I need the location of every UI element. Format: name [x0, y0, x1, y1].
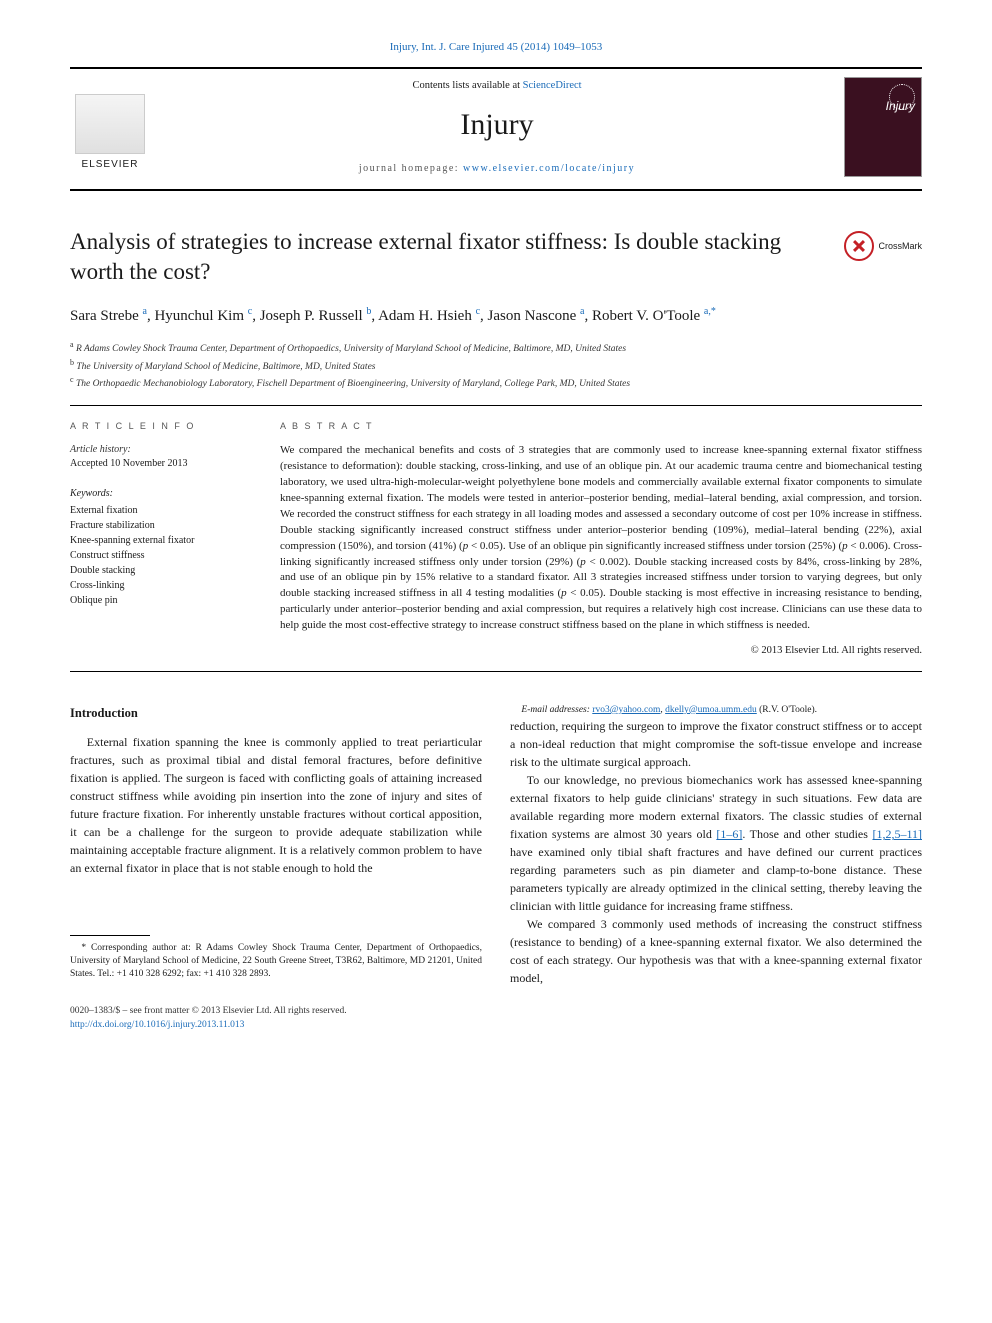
header-citation: Injury, Int. J. Care Injured 45 (2014) 1…	[70, 40, 922, 55]
keywords-list: External fixationFracture stabilizationK…	[70, 503, 250, 608]
page-footer: 0020–1383/$ – see front matter © 2013 El…	[70, 1005, 922, 1032]
email-suffix: (R.V. O'Toole).	[757, 705, 817, 715]
journal-banner: ELSEVIER Contents lists available at Sci…	[70, 67, 922, 191]
body-columns: Introduction External fixation spanning …	[70, 704, 922, 987]
corr-text: Corresponding author at: R Adams Cowley …	[70, 943, 482, 980]
abstract-copyright: © 2013 Elsevier Ltd. All rights reserved…	[280, 644, 922, 659]
body-paragraph: To our knowledge, no previous biomechani…	[510, 771, 922, 915]
publisher-logo: ELSEVIER	[70, 82, 150, 172]
body-text: . Those and other studies	[742, 827, 872, 841]
reference-link[interactable]: [1,2,5–11]	[872, 827, 922, 841]
contents-prefix: Contents lists available at	[412, 80, 522, 91]
sciencedirect-link[interactable]: ScienceDirect	[523, 80, 582, 91]
email-link[interactable]: rvo3@yahoo.com	[592, 705, 660, 715]
reference-link[interactable]: [1–6]	[716, 827, 742, 841]
keywords-label: Keywords:	[70, 487, 250, 501]
crossmark-label: CrossMark	[878, 240, 922, 253]
email-link[interactable]: dkelly@umoa.umm.edu	[665, 705, 757, 715]
divider	[70, 671, 922, 672]
section-heading-introduction: Introduction	[70, 704, 482, 723]
issn-line: 0020–1383/$ – see front matter © 2013 El…	[70, 1005, 922, 1018]
crossmark-icon	[844, 231, 874, 261]
body-paragraph: External fixation spanning the knee is c…	[70, 733, 482, 877]
homepage-prefix: journal homepage:	[359, 163, 463, 174]
affiliations: a R Adams Cowley Shock Trauma Center, De…	[70, 339, 922, 391]
corr-marker: *	[81, 943, 86, 953]
article-info-label: A R T I C L E I N F O	[70, 420, 250, 433]
journal-cover-thumbnail	[844, 77, 922, 177]
doi-link[interactable]: http://dx.doi.org/10.1016/j.injury.2013.…	[70, 1020, 244, 1030]
abstract-text: We compared the mechanical benefits and …	[280, 443, 922, 634]
body-text: have examined only tibial shaft fracture…	[510, 845, 922, 913]
email-label: E-mail addresses:	[521, 705, 590, 715]
corresponding-email: E-mail addresses: rvo3@yahoo.com, dkelly…	[510, 704, 922, 717]
homepage-link[interactable]: www.elsevier.com/locate/injury	[463, 163, 635, 174]
article-title: Analysis of strategies to increase exter…	[70, 227, 922, 287]
abstract-block: A B S T R A C T We compared the mechanic…	[280, 406, 922, 659]
elsevier-tree-icon	[75, 94, 145, 154]
crossmark-badge[interactable]: CrossMark	[844, 231, 922, 261]
publisher-name: ELSEVIER	[82, 158, 139, 172]
history-label: Article history:	[70, 443, 250, 457]
journal-name: Injury	[162, 104, 832, 146]
footnote-rule	[70, 935, 150, 936]
accepted-date: Accepted 10 November 2013	[70, 457, 250, 471]
body-paragraph: We compared 3 commonly used methods of i…	[510, 915, 922, 987]
corresponding-author-note: * Corresponding author at: R Adams Cowle…	[70, 942, 482, 982]
article-info-sidebar: A R T I C L E I N F O Article history: A…	[70, 406, 250, 659]
contents-line: Contents lists available at ScienceDirec…	[162, 79, 832, 94]
abstract-label: A B S T R A C T	[280, 420, 922, 433]
body-paragraph: reduction, requiring the surgeon to impr…	[510, 717, 922, 771]
homepage-line: journal homepage: www.elsevier.com/locat…	[162, 162, 832, 176]
authors-line: Sara Strebe a, Hyunchul Kim c, Joseph P.…	[70, 305, 922, 327]
